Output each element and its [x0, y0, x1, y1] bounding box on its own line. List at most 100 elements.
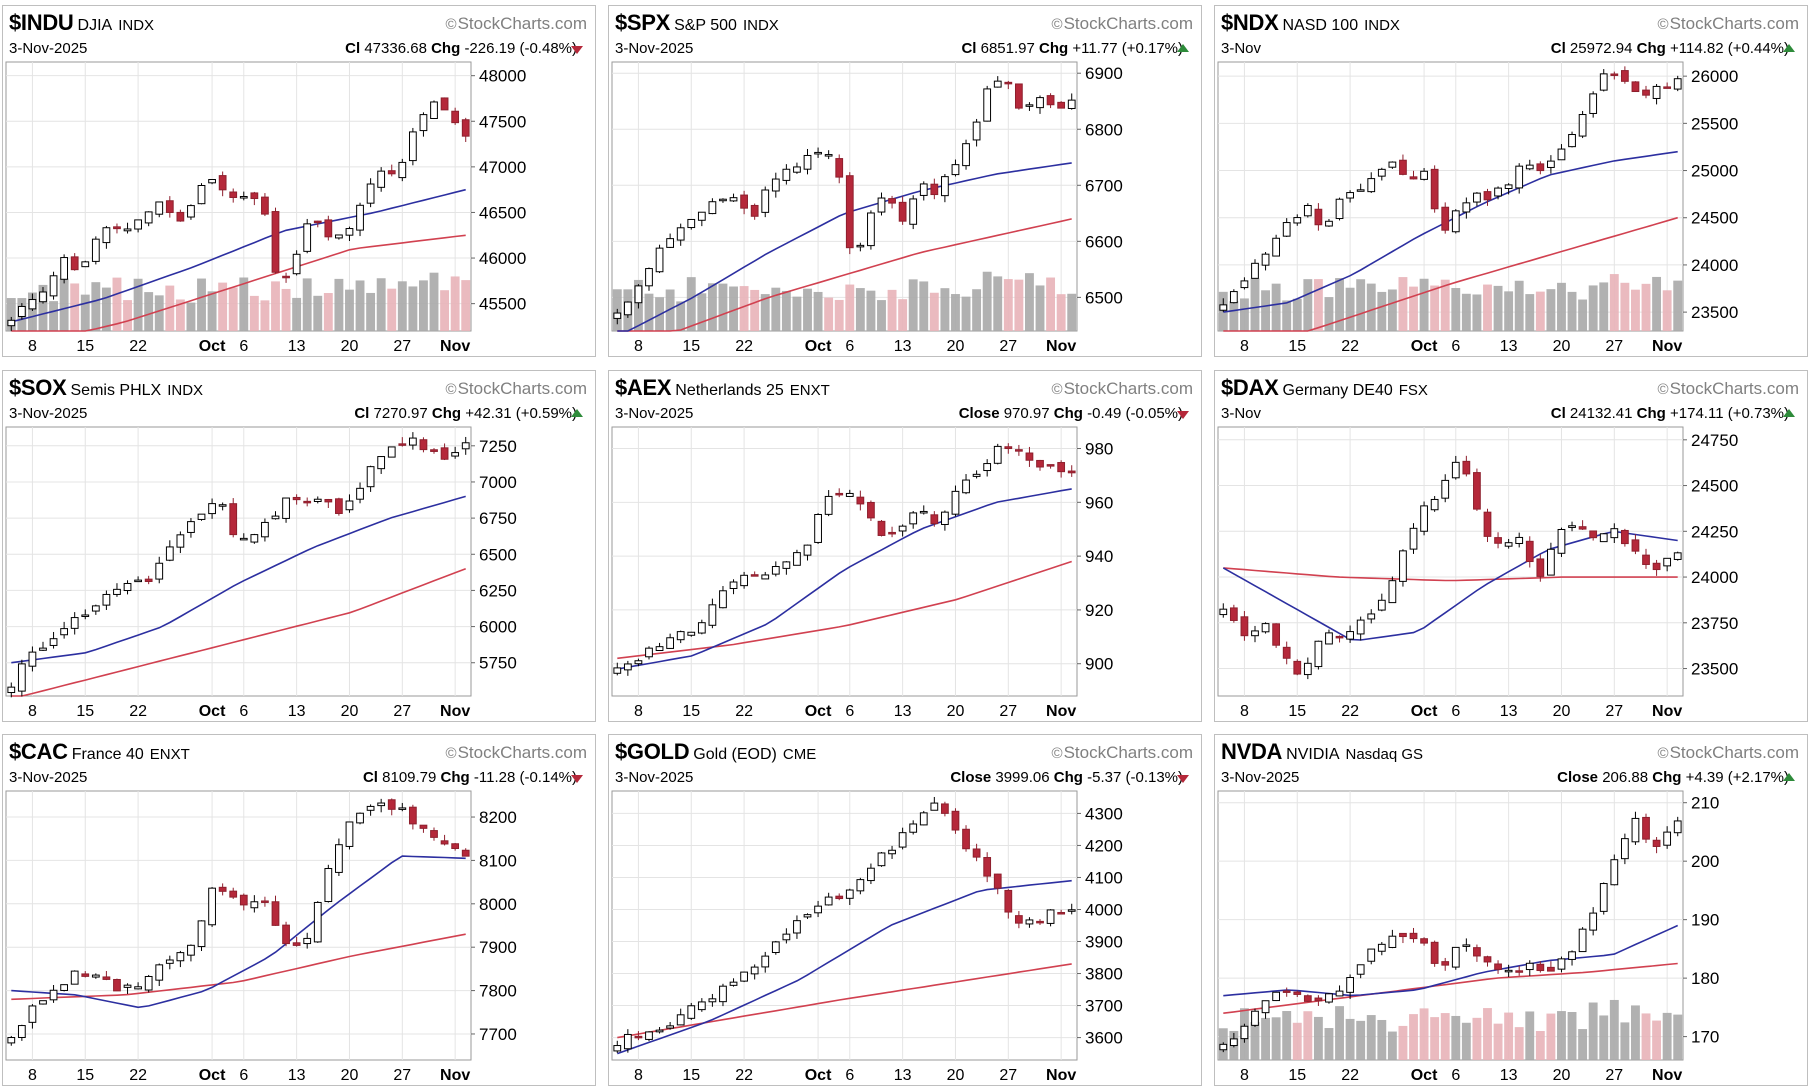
candle-body	[972, 848, 981, 858]
candle-body	[1325, 220, 1333, 227]
price-candle	[345, 821, 354, 850]
chart-panel[interactable]: $AEX Netherlands 25 ENXT ©StockCharts.com 3-…	[608, 370, 1202, 722]
candle-body	[1610, 73, 1619, 76]
candle-body	[750, 966, 759, 975]
candle-body	[335, 498, 343, 514]
candle-body	[461, 849, 470, 857]
price-candle	[1631, 81, 1640, 93]
candle-body	[1494, 187, 1502, 197]
candle-body	[356, 204, 364, 231]
candle-body	[39, 291, 47, 303]
x-tick-label: 15	[682, 338, 700, 355]
candle-body	[250, 192, 259, 200]
quote-date: 3-Nov	[1221, 405, 1262, 422]
chart-header: $DAX Germany DE40 FSX ©StockCharts.com 3-Nov…	[1221, 375, 1799, 422]
price-candle	[1293, 214, 1302, 226]
volume-bar	[1335, 1006, 1344, 1060]
price-candle	[387, 798, 396, 816]
price-candle	[856, 242, 865, 252]
volume-bar	[1046, 277, 1056, 331]
volume-bar	[792, 296, 802, 331]
volume-bar	[1261, 1017, 1270, 1060]
quote-date: 3-Nov-2025	[9, 769, 88, 786]
candle-body	[1325, 632, 1333, 645]
price-candle	[1036, 95, 1044, 114]
candle-body	[419, 824, 428, 829]
change-label: Chg	[1053, 769, 1083, 786]
provider-name: StockCharts.com	[457, 743, 587, 762]
sma-short-line	[11, 855, 466, 1009]
candle-body	[303, 500, 312, 504]
volume-bar	[1398, 277, 1408, 331]
price-candle	[1367, 948, 1376, 965]
copyright-icon: ©	[1051, 745, 1063, 762]
volume-bar	[1419, 278, 1429, 331]
chart-panel[interactable]: NVDA NVIDIA Nasdaq GS ©StockCharts.com 3-Nov…	[1214, 734, 1808, 1086]
candle-body	[1652, 85, 1661, 99]
down-arrow-icon	[571, 46, 583, 54]
chart-panel[interactable]: $CAC France 40 ENXT ©StockCharts.com 3-Nov-2…	[2, 734, 596, 1086]
candle-body	[303, 937, 312, 945]
price-candle	[1282, 218, 1291, 237]
chart-panel[interactable]: $DAX Germany DE40 FSX ©StockCharts.com 3-Nov…	[1214, 370, 1808, 722]
chart-header: NVDA NVIDIA Nasdaq GS ©StockCharts.com 3-Nov…	[1221, 739, 1799, 786]
candle-body	[39, 647, 47, 651]
volume-bar	[993, 276, 1003, 331]
candle-body	[1642, 554, 1650, 565]
price-candle	[271, 511, 280, 520]
volume-bar	[1641, 1013, 1651, 1060]
price-candle	[888, 845, 896, 859]
candle-body	[91, 238, 100, 262]
price-chart: 8 15 22 Oct 6 13 20 27 Nov 26000 25500 25000 24500 24…	[1217, 61, 1738, 355]
price-candle	[451, 446, 460, 459]
price-candle	[271, 207, 280, 274]
quote-info: Cl 25972.94 Chg +114.82 (+0.44%)	[1551, 40, 1795, 57]
chart-panel[interactable]: $SOX Semis PHLX INDX ©StockCharts.com 3-Nov-…	[2, 370, 596, 722]
chart-panel[interactable]: $GOLD Gold (EOD) CME ©StockCharts.com 3-Nov-…	[608, 734, 1202, 1086]
price-candle	[1409, 927, 1418, 943]
volume-bar	[1229, 301, 1239, 331]
security-name: NASD 100	[1282, 17, 1359, 34]
price-candle	[113, 223, 121, 234]
price-candle	[197, 513, 206, 521]
chart-panel[interactable]: $INDU DJIA INDX ©StockCharts.com 3-Nov-2025 C…	[2, 5, 596, 357]
candle-body	[1251, 262, 1259, 279]
x-tick-label: 20	[947, 703, 965, 720]
exchange-label: ENXT	[149, 746, 190, 763]
x-tick-label: 8	[1240, 338, 1249, 355]
change-value: -0.49 (-0.05%)	[1087, 405, 1183, 422]
change-value: +174.11 (+0.73%)	[1670, 405, 1789, 422]
price-candle	[740, 571, 748, 589]
provider-name: StockCharts.com	[1063, 743, 1193, 762]
candle-body	[676, 1014, 685, 1026]
chart-panel[interactable]: $NDX NASD 100 INDX ©StockCharts.com 3-Nov Cl …	[1214, 5, 1808, 357]
price-candle	[1293, 990, 1302, 998]
volume-bar	[376, 278, 386, 331]
price-candle	[366, 178, 375, 208]
volume-bar	[1356, 279, 1366, 331]
price-candle	[1346, 625, 1354, 643]
candle-body	[1441, 961, 1450, 966]
price-candle	[1325, 218, 1333, 227]
price-candle	[877, 519, 886, 537]
candle-body	[623, 1033, 632, 1050]
price-candle	[909, 511, 918, 529]
candle-body	[1335, 635, 1344, 639]
price-candle	[335, 234, 343, 240]
candle-body	[1451, 461, 1460, 479]
price-candle	[623, 301, 632, 318]
chart-header: $INDU DJIA INDX ©StockCharts.com 3-Nov-2025 C…	[9, 10, 587, 57]
candle-body	[239, 196, 248, 199]
sma-long-line	[11, 567, 466, 697]
price-candle	[719, 586, 727, 609]
candle-body	[1036, 97, 1044, 109]
change-value: +114.82 (+0.44%)	[1670, 40, 1789, 57]
price-candle	[1261, 622, 1270, 634]
candle-body	[261, 900, 269, 903]
volume-bar	[1673, 280, 1683, 331]
price-candle	[134, 982, 142, 990]
chart-panel[interactable]: $SPX S&P 500 INDX ©StockCharts.com 3-Nov-202…	[608, 5, 1202, 357]
candle-body	[1568, 134, 1576, 148]
volume-bar	[345, 289, 354, 331]
y-tick-label: 45500	[479, 295, 526, 314]
